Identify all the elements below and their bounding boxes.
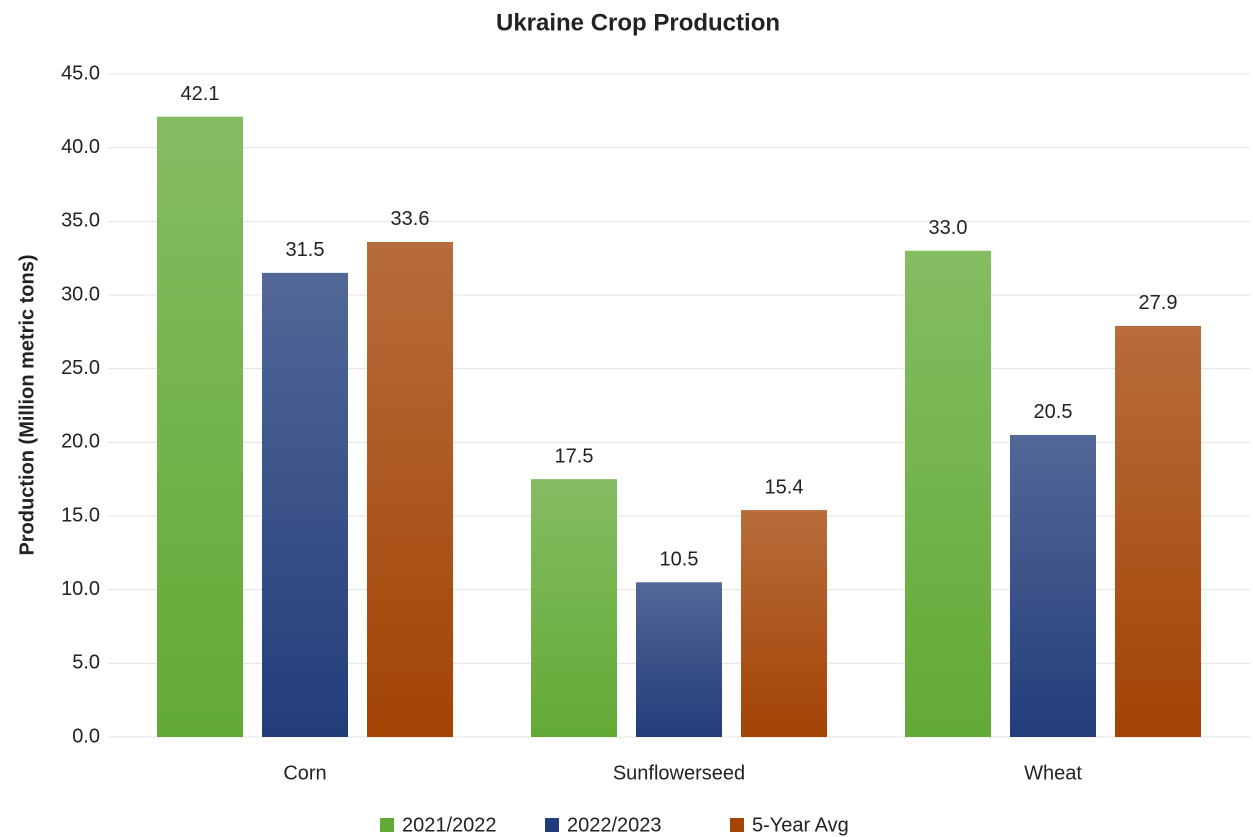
x-tick-label: Corn — [283, 762, 326, 784]
bar — [636, 582, 722, 737]
legend-swatch — [730, 818, 744, 832]
bar — [157, 116, 243, 737]
y-tick-label: 15.0 — [61, 504, 100, 526]
x-tick-label: Wheat — [1024, 762, 1082, 784]
data-label: 15.4 — [765, 476, 804, 498]
data-label: 42.1 — [181, 83, 220, 105]
y-axis-title: Production (Million metric tons) — [16, 254, 38, 555]
bar — [741, 510, 827, 737]
y-tick-label: 10.0 — [61, 578, 100, 600]
y-tick-label: 35.0 — [61, 210, 100, 232]
data-label: 31.5 — [286, 239, 325, 261]
y-tick-label: 20.0 — [61, 431, 100, 453]
legend-label: 5-Year Avg — [752, 814, 849, 836]
data-label: 20.5 — [1034, 401, 1073, 423]
chart-title: Ukraine Crop Production — [496, 9, 780, 36]
y-tick-label: 25.0 — [61, 357, 100, 379]
data-label: 33.0 — [929, 217, 968, 239]
y-tick-label: 40.0 — [61, 136, 100, 158]
y-tick-label: 0.0 — [72, 725, 100, 747]
y-tick-label: 45.0 — [61, 62, 100, 84]
legend-swatch — [545, 818, 559, 832]
data-label: 10.5 — [660, 549, 699, 571]
bar — [905, 250, 991, 738]
data-label: 17.5 — [555, 445, 594, 467]
bar — [367, 241, 453, 737]
x-tick-label: Sunflowerseed — [613, 762, 745, 784]
legend-swatch — [380, 818, 394, 832]
y-tick-label: 30.0 — [61, 283, 100, 305]
legend-label: 2022/2023 — [567, 814, 662, 836]
data-label: 27.9 — [1139, 292, 1178, 314]
y-tick-label: 5.0 — [72, 652, 100, 674]
legend-label: 2021/2022 — [402, 814, 497, 836]
bar — [1010, 434, 1096, 737]
bar — [1115, 325, 1201, 737]
data-label: 33.6 — [391, 208, 430, 230]
bar — [262, 272, 348, 737]
bar — [531, 479, 617, 737]
